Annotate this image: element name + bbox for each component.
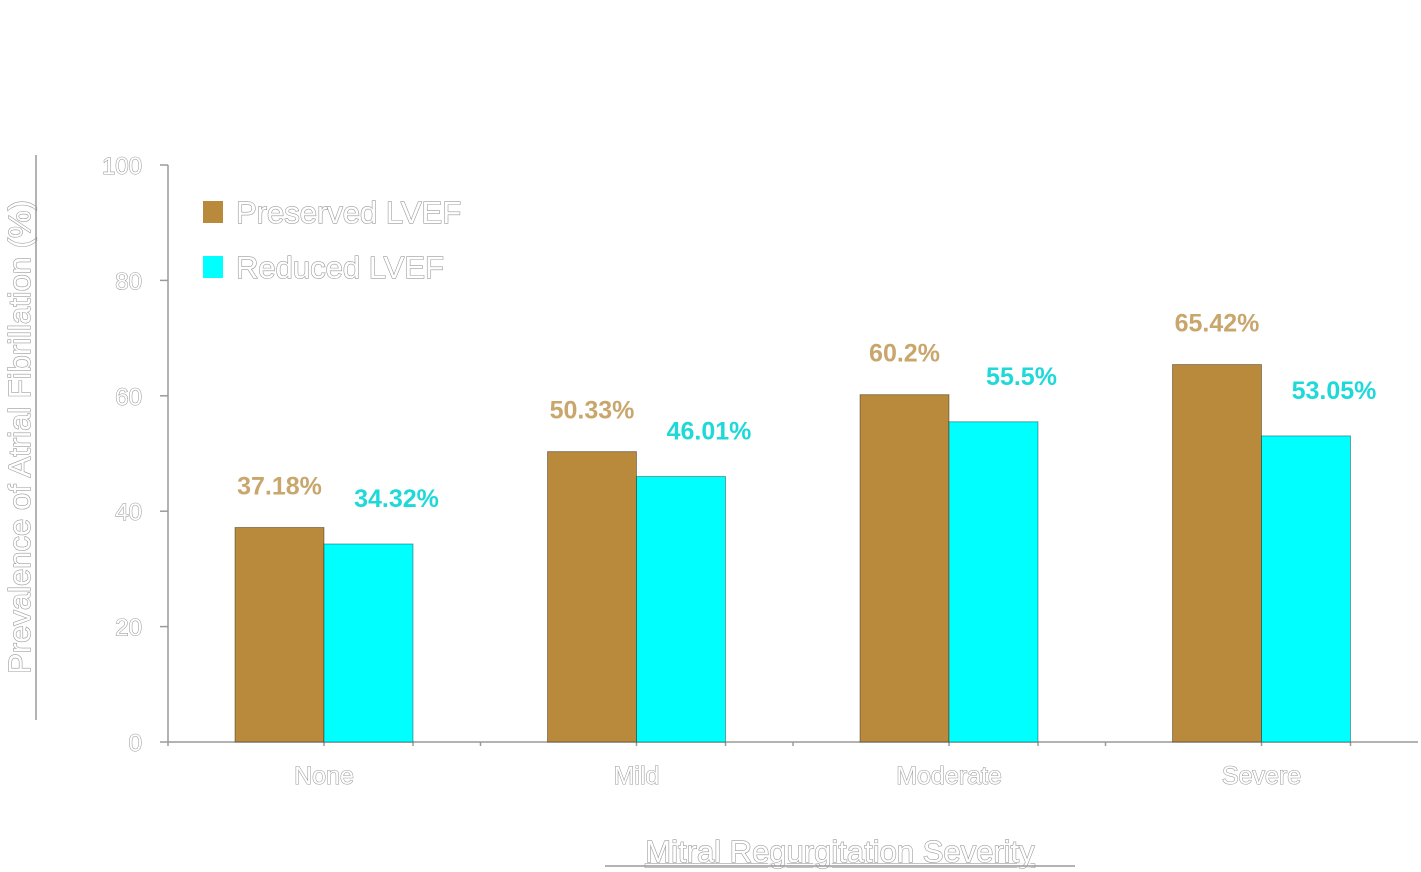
y-tick-label: 20	[115, 615, 142, 642]
axes: 0 20 40 60 80 100 None Mild Moderate Severe	[101, 152, 1418, 791]
bar-reduced	[636, 476, 726, 743]
y-tick-label: 80	[115, 268, 142, 295]
x-axis-title: Mitral Regurgitation Severity	[645, 834, 1035, 869]
y-tick-label: 40	[115, 499, 142, 526]
bar-preserved	[547, 451, 637, 743]
x-category-label: None	[294, 762, 354, 790]
data-label: 37.18%	[237, 472, 322, 500]
axis-titles: Mitral Regurgitation Severity Prevalence …	[1, 155, 1075, 870]
data-label: 46.01%	[667, 418, 752, 446]
data-label: 60.2%	[869, 340, 940, 368]
y-tick-label: 100	[102, 153, 142, 180]
legend-swatch-reduced	[203, 256, 223, 278]
data-label: 34.32%	[354, 485, 439, 513]
bar-preserved	[1172, 364, 1262, 743]
bar-preserved	[859, 394, 950, 743]
x-category-label: Mild	[614, 762, 660, 790]
bars	[234, 364, 1351, 743]
data-labels: 37.18% 34.32% 50.33% 46.01% 60.2% 55.5% 65.42%…	[237, 310, 1376, 513]
legend-label: Reduced LVEF	[236, 250, 444, 285]
bar-reduced	[948, 421, 1039, 743]
bar-reduced	[1261, 435, 1351, 743]
y-tick-label: 0	[129, 730, 142, 757]
data-label: 65.42%	[1175, 310, 1260, 338]
bar-reduced	[323, 543, 414, 743]
legend-label: Preserved LVEF	[236, 195, 461, 230]
legend-swatch-preserved	[203, 201, 223, 223]
legend: Preserved LVEF Reduced LVEF	[203, 194, 462, 286]
x-category-label: Moderate	[896, 762, 1002, 790]
y-axis-title: Prevalence of Atrial Fibrillation (%)	[2, 200, 37, 674]
bar-preserved	[234, 526, 325, 743]
x-category-label: Severe	[1222, 762, 1301, 790]
data-label: 55.5%	[986, 363, 1057, 391]
y-tick-label: 60	[115, 384, 142, 411]
data-label: 53.05%	[1292, 377, 1377, 405]
data-label: 50.33%	[550, 397, 635, 425]
